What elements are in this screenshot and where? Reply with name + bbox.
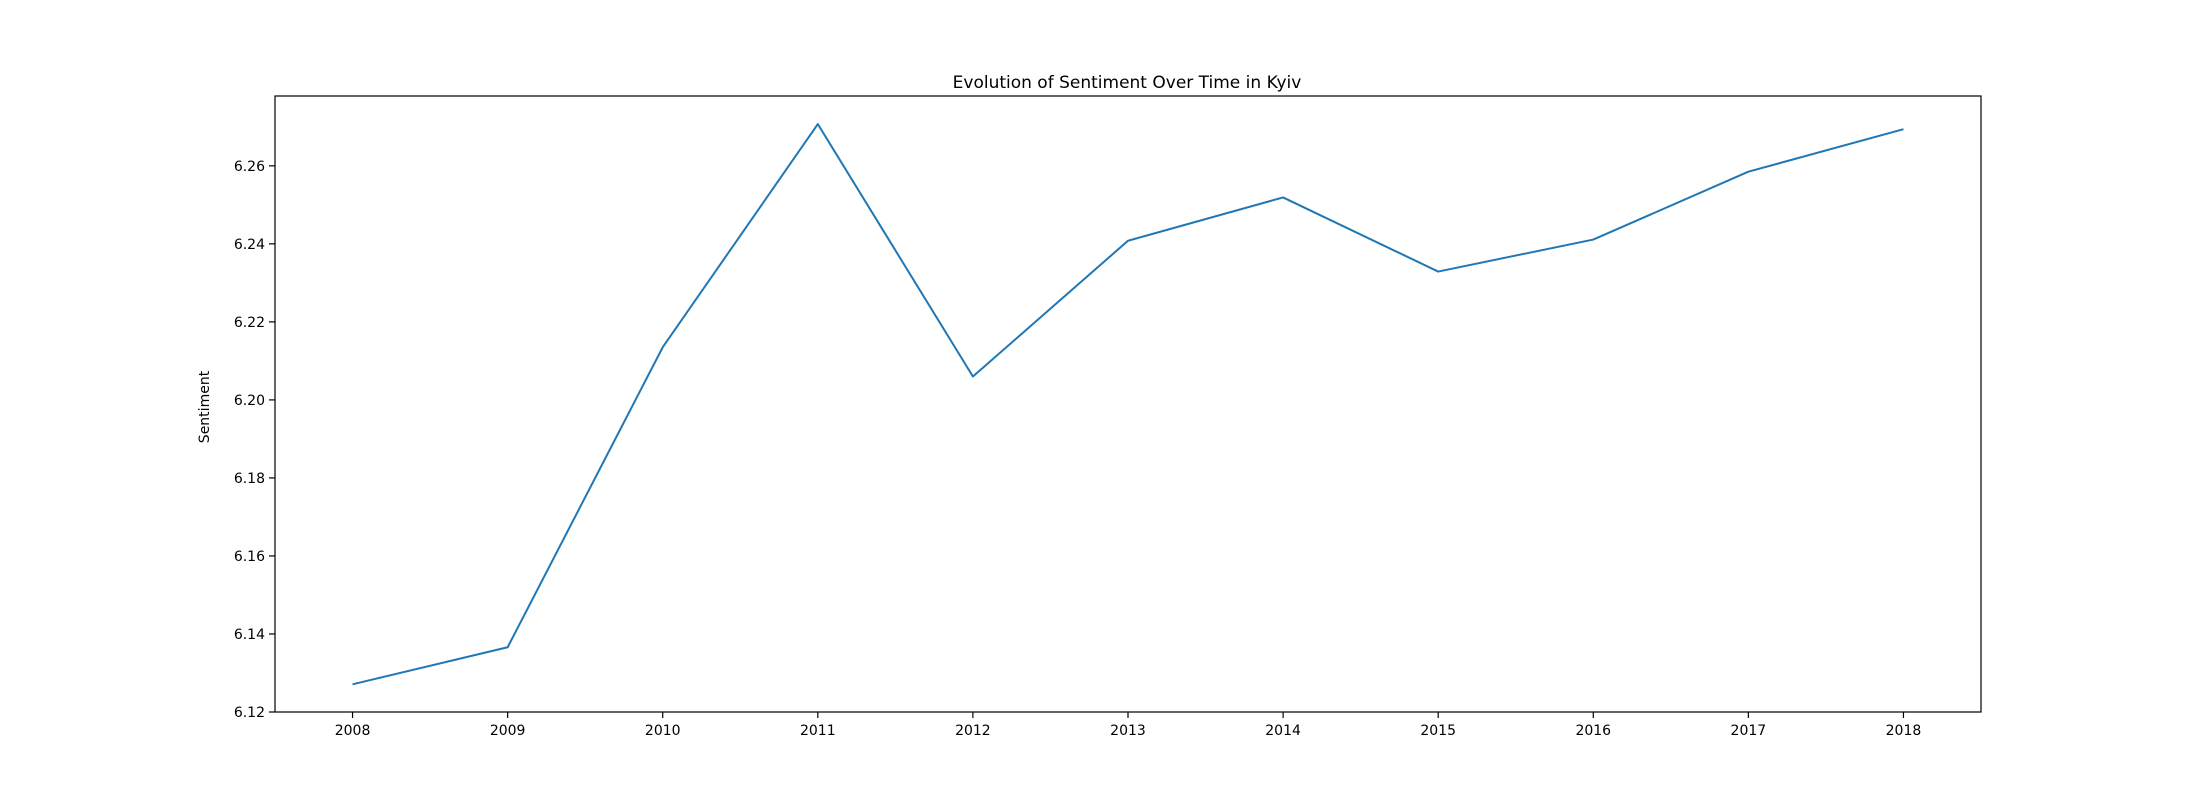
y-tick-label: 6.22 <box>234 315 265 331</box>
y-tick-label: 6.18 <box>234 471 265 487</box>
x-tick-label: 2014 <box>1265 723 1301 739</box>
x-tick-label: 2011 <box>800 723 836 739</box>
x-tick-label: 2008 <box>335 723 371 739</box>
y-tick-label: 6.16 <box>234 549 265 565</box>
y-tick-label: 6.26 <box>234 159 265 175</box>
y-axis-label: Sentiment <box>197 370 213 443</box>
x-tick-label: 2018 <box>1886 723 1922 739</box>
chart-title: Evolution of Sentiment Over Time in Kyiv <box>953 73 1302 93</box>
x-tick-label: 2013 <box>1110 723 1146 739</box>
x-tick-label: 2017 <box>1731 723 1767 739</box>
y-tick-label: 6.14 <box>234 627 265 643</box>
x-tick-label: 2012 <box>955 723 991 739</box>
y-tick-label: 6.12 <box>234 705 265 721</box>
x-tick-label: 2009 <box>490 723 526 739</box>
y-tick-label: 6.24 <box>234 237 265 253</box>
plot-frame <box>274 95 1982 713</box>
plot-area: 2008 2009 2010 2011 2012 2013 2014 2015 2016 2017… <box>234 95 1982 739</box>
x-tick-label: 2016 <box>1575 723 1611 739</box>
x-tick-label: 2010 <box>645 723 681 739</box>
y-tick-label: 6.20 <box>234 393 265 409</box>
x-tick-label: 2015 <box>1420 723 1456 739</box>
series-line-0 <box>352 123 1904 686</box>
